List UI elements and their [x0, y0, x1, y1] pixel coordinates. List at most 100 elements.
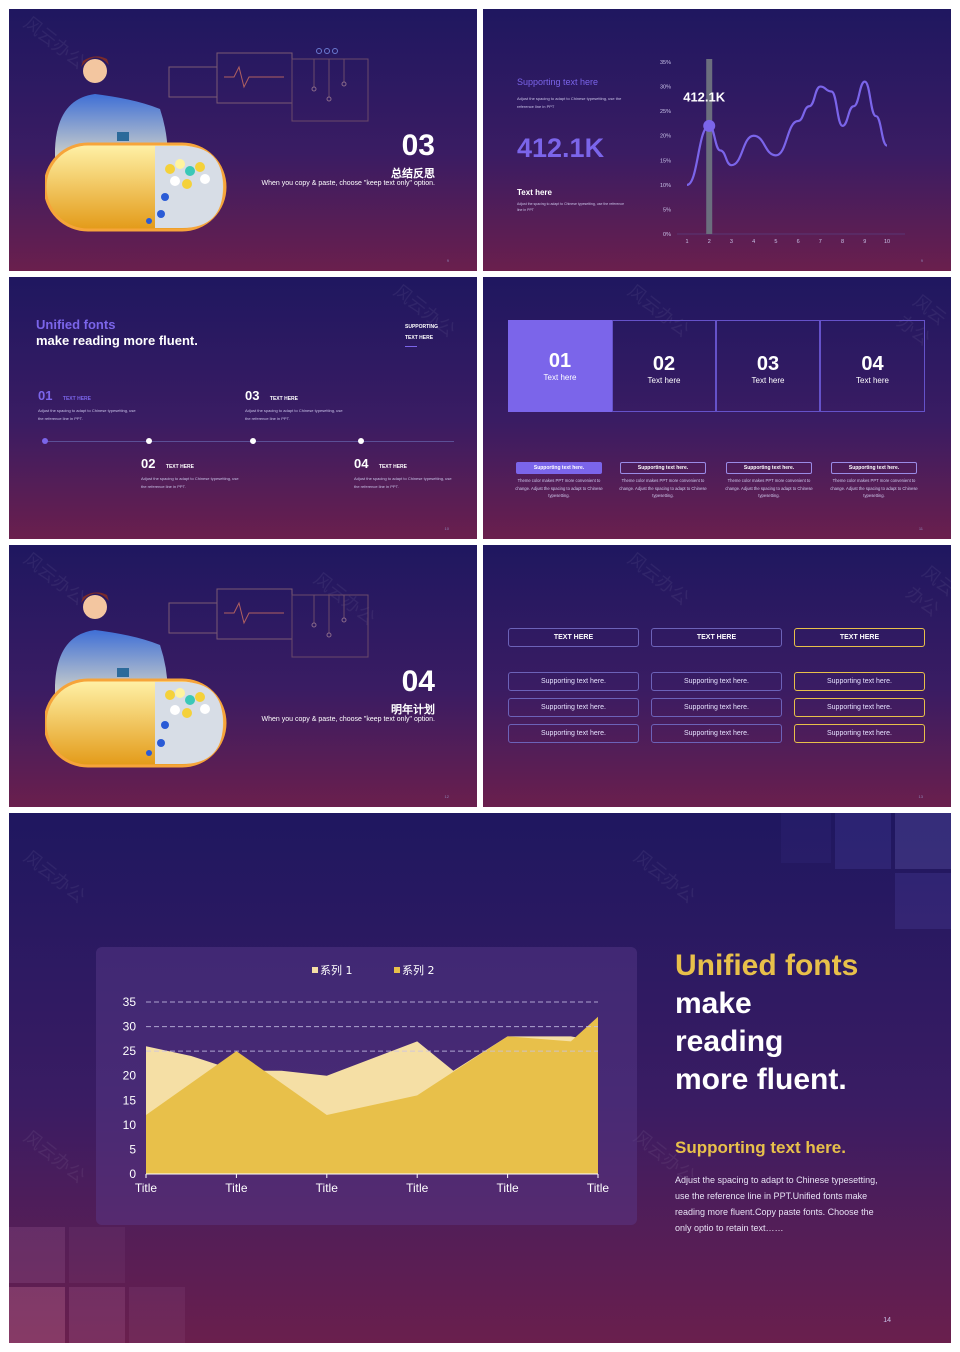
timeline-item-1: 01 TEXT HERE Adjust the spacing to adapt… [38, 387, 138, 423]
y-tick-label: 20 [123, 1069, 137, 1083]
item-desc: Adjust the spacing to adapt to Chinese t… [38, 408, 136, 421]
timeline-dot-3 [250, 438, 256, 444]
slide-4: 风云办公 风云办公 01 Text here 02 Text here 03 T… [483, 277, 951, 539]
big-value: 412.1K [517, 133, 605, 163]
x-tick-label: Title [406, 1181, 429, 1195]
title-main: make reading more fluent. [36, 333, 198, 348]
slide-3: 风云办公 Unified fonts make reading more flu… [9, 277, 477, 539]
doctor-pill-illustration [45, 592, 227, 768]
step-text: Text here [647, 376, 681, 385]
x-tick-label: 2 [708, 239, 711, 245]
cell-2-3: Supporting text here. [794, 698, 925, 717]
page-number: 9 [446, 258, 449, 263]
page-number: 13 [918, 794, 923, 799]
watermark: 风云办公 [902, 561, 951, 621]
supporting-heading: Supporting text here [517, 77, 599, 87]
cell-1-1: Supporting text here. [508, 672, 639, 691]
title-block: Unified fonts make reading more fluent. [675, 947, 858, 1099]
slide-6: 风云办公 风云办公 TEXT HERE TEXT HERE TEXT HERE … [483, 545, 951, 807]
item-desc: Adjust the spacing to adapt to Chinese t… [141, 476, 239, 489]
page-number: 11 [918, 526, 923, 531]
side-label-line1: SUPPORTING [405, 324, 439, 330]
x-tick-label: 1 [685, 239, 688, 245]
section-number: 04 [401, 665, 435, 698]
x-tick-label: Title [135, 1181, 158, 1195]
timeline-item-4: 04 TEXT HERE Adjust the spacing to adapt… [354, 455, 454, 491]
x-tick-label: 6 [797, 239, 800, 245]
timeline-item-2: 02 TEXT HERE Adjust the spacing to adapt… [141, 455, 241, 491]
step-box-4: 04 Text here [820, 320, 925, 412]
supporting-tag-1: Supporting text here. [516, 462, 602, 474]
y-tick-label: 25 [123, 1044, 137, 1058]
supporting-desc-3: Theme color makes PPT more convenient to… [725, 478, 813, 498]
section-number: 03 [401, 129, 435, 162]
step-box-1: 01 Text here [508, 320, 612, 412]
step-text: Text here [856, 376, 889, 385]
page-number: 14 [883, 1317, 891, 1324]
legend-swatch [394, 967, 400, 973]
timeline-line [44, 441, 454, 442]
step-box-3: 03 Text here [716, 320, 820, 412]
title-line-2: make [675, 987, 752, 1020]
x-tick-label: 7 [819, 239, 822, 245]
circuit-decoration [168, 48, 369, 122]
deco-squares-top [781, 813, 951, 933]
doctor-pill-illustration [45, 56, 227, 232]
item-number: 04 [354, 456, 369, 471]
y-tick-label: 10 [123, 1118, 137, 1132]
step-number: 01 [548, 350, 572, 372]
slide-1: 风云办公 [9, 9, 477, 271]
supporting-desc-4: Theme color makes PPT more convenient to… [830, 478, 918, 498]
timeline-item-3: 03 TEXT HERE Adjust the spacing to adapt… [245, 387, 345, 423]
side-label-line2: TEXT HERE [405, 335, 434, 341]
item-desc: Adjust the spacing to adapt to Chinese t… [245, 408, 343, 421]
y-tick-label: 15 [123, 1093, 137, 1107]
title-line-4: more fluent. [675, 1063, 847, 1096]
x-tick-label: 9 [863, 239, 866, 245]
x-tick-label: Title [225, 1181, 248, 1195]
timeline-dot-1 [42, 438, 48, 444]
x-tick-label: Title [587, 1181, 610, 1195]
highlight-bar [706, 59, 713, 234]
y-tick-label: 5 [129, 1142, 136, 1156]
section-subtitle: When you copy & paste, choose "keep text… [261, 716, 435, 723]
section-title: 明年计划 [391, 704, 435, 716]
step-number: 03 [756, 353, 780, 375]
supporting-desc-1: Theme color makes PPT more convenient to… [515, 478, 603, 498]
highlight-label: 412.1K [683, 89, 726, 104]
slide-7: 风云办公 风云办公 风云办公 风云办公 系列 1 系列 2 0 5 10 15 20 25 30… [9, 813, 951, 1343]
supporting-tag-3: Supporting text here. [726, 462, 812, 474]
timeline-dot-4 [358, 438, 364, 444]
deco-squares-bottom [9, 1203, 269, 1343]
series-line [686, 80, 888, 186]
y-tick-label: 35% [660, 60, 671, 66]
y-tick-label: 25% [660, 109, 671, 115]
x-tick-label: 10 [884, 239, 890, 245]
y-tick-label: 15% [660, 158, 671, 164]
item-number: 01 [38, 388, 53, 403]
side-label: SUPPORTING TEXT HERE [405, 322, 438, 347]
item-label: TEXT HERE [165, 464, 194, 470]
cell-2-1: Supporting text here. [508, 698, 639, 717]
supporting-tag-4: Supporting text here. [831, 462, 917, 474]
watermark: 风云办公 [623, 548, 693, 609]
item-desc: Adjust the spacing to adapt to Chinese t… [354, 476, 452, 489]
slide-2: Supporting text here Adjust the spacing … [483, 9, 951, 271]
x-tick-label: 5 [774, 239, 777, 245]
step-text: Text here [751, 376, 785, 385]
section-subtitle: When you copy & paste, choose "keep text… [261, 180, 435, 187]
column-header-2: TEXT HERE [651, 628, 782, 647]
y-tick-label: 10% [660, 183, 671, 189]
area-chart: 系列 1 系列 2 0 5 10 15 20 25 30 35 Title Title Title Tit… [123, 963, 610, 1195]
x-tick-label: 4 [752, 239, 755, 245]
y-tick-label: 0% [663, 232, 671, 238]
text-label: Text here [517, 188, 552, 197]
page-number: 12 [444, 794, 449, 799]
watermark: 风云办公 [19, 846, 89, 907]
cell-2-2: Supporting text here. [651, 698, 782, 717]
x-tick-label: Title [316, 1181, 339, 1195]
small-desc: Adjust the spacing to adapt to Chinese t… [517, 202, 625, 212]
step-text: Text here [543, 373, 577, 382]
cell-3-1: Supporting text here. [508, 724, 639, 743]
supporting-desc-2: Theme color makes PPT more convenient to… [619, 478, 707, 498]
